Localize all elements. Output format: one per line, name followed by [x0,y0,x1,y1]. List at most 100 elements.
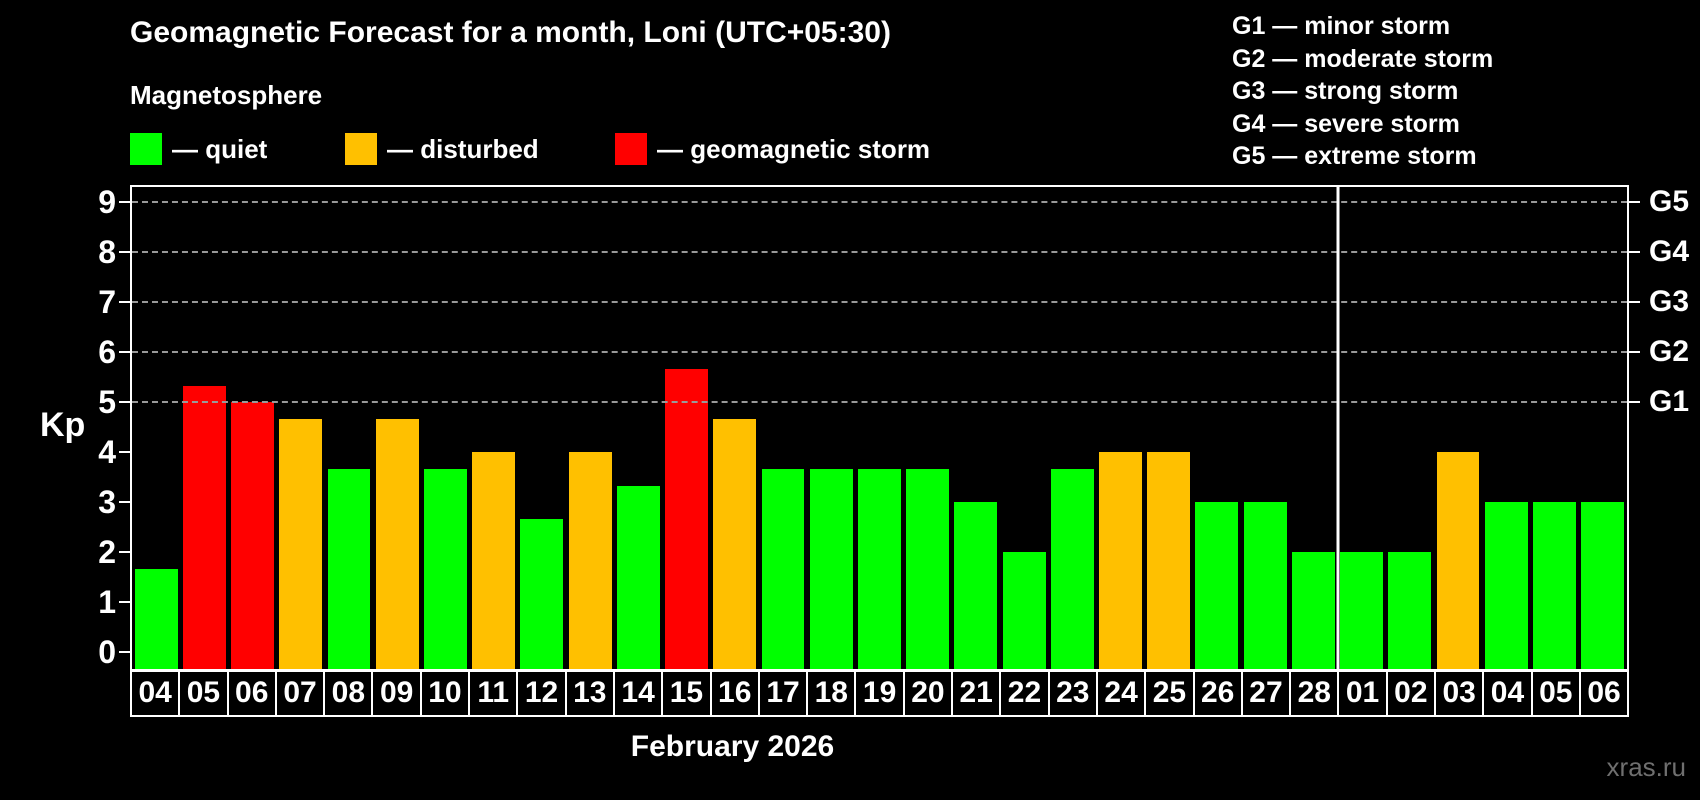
day-label-feb-07: 07 [274,670,323,715]
y-tick-2 [119,551,132,553]
bar-slot-06 [228,187,276,669]
y-tick-5 [119,401,132,403]
kp-bar-21 [954,502,998,669]
day-label-feb-15: 15 [661,670,709,715]
bar-slot-22 [1000,187,1048,669]
bar-slot-28 [1289,187,1337,669]
day-label-feb-06: 06 [226,670,275,715]
kp-bar-22 [1002,552,1046,669]
y-tick-label-5: 5 [98,384,116,420]
kp-bar-04 [134,568,178,669]
kp-bar-06 [231,402,274,669]
right-axis-label-g2: G2 [1649,335,1690,368]
y-axis-title: Kp [40,406,86,444]
y-tick-1 [119,601,132,603]
day-label-mar-02: 02 [1385,670,1434,715]
bar-slot-03 [1434,187,1482,669]
y-tick-label-2: 2 [98,534,116,570]
bar-slot-27 [1241,187,1289,669]
kp-bar-08 [327,468,371,669]
y-tick-3 [119,501,132,503]
bar-slot-16 [711,187,759,669]
bar-slot-05 [1530,187,1578,669]
bars-container [132,187,1627,669]
kp-bar-06 [1581,502,1625,669]
bar-slot-05 [180,187,228,669]
y-tick-label-3: 3 [98,484,116,520]
day-label-feb-09: 09 [371,670,419,715]
kp-bar-17 [761,468,805,669]
day-label-feb-25: 25 [1144,670,1192,715]
gridline-g1 [132,401,1627,403]
bar-slot-01 [1337,187,1385,669]
plot-area: G1 G2 G3 G4 G5 0 1 2 3 4 5 6 7 8 9 [98,184,1689,672]
watermark: xras.ru [1606,752,1686,782]
kp-bar-15 [665,368,708,669]
bar-slot-12 [518,187,566,669]
bar-slot-10 [421,187,469,669]
y-tick-6 [119,351,132,353]
right-tick-g4 [1627,251,1640,253]
kp-bar-12 [520,518,564,669]
day-label-feb-21: 21 [951,670,999,715]
g4-legend-line: G4 — severe storm [1232,109,1460,138]
day-label-feb-27: 27 [1240,670,1289,715]
bar-slot-14 [614,187,662,669]
kp-bar-18 [809,468,853,669]
kp-bar-26 [1195,502,1239,669]
legend-item-disturbed: — disturbed [345,133,539,165]
day-label-mar-04: 04 [1482,670,1530,715]
g5-legend-line: G5 — extreme storm [1232,142,1477,170]
right-tick-g3 [1627,301,1640,303]
day-label-feb-28: 28 [1289,670,1337,715]
kp-bar-11 [472,452,516,669]
kp-bar-09 [375,418,419,669]
y-tick-label-9: 9 [98,184,116,220]
magnetosphere-subtitle: Magnetosphere [130,80,323,110]
kp-bar-20 [906,468,950,669]
kp-bar-24 [1099,452,1142,669]
right-axis-label-g3: G3 [1649,285,1690,318]
day-label-feb-23: 23 [1047,670,1096,715]
kp-bar-16 [713,418,757,669]
kp-bar-27 [1243,502,1287,669]
day-label-feb-04: 04 [138,675,172,709]
kp-bar-14 [616,485,660,669]
kp-bar-25 [1147,452,1191,669]
kp-bar-05 [1533,502,1576,669]
bar-slot-11 [470,187,518,669]
bar-slot-18 [807,187,855,669]
bar-slot-13 [566,187,614,669]
month-separator-line [1336,187,1340,669]
kp-bar-28 [1291,552,1335,669]
y-tick-0 [119,651,132,653]
bar-slot-08 [325,187,373,669]
day-label-feb-10: 10 [419,670,468,715]
storm-color-swatch [615,133,647,165]
gridline-g2 [132,351,1627,353]
right-axis-label-g5: G5 [1649,185,1690,218]
bar-slot-15 [662,187,710,669]
kp-bar-13 [568,452,612,669]
day-label-mar-01: 01 [1337,670,1385,715]
y-tick-9 [119,201,132,203]
day-label-feb-08: 08 [323,670,371,715]
bar-slot-23 [1048,187,1096,669]
day-label-mar-06: 06 [1578,670,1627,715]
legend-label-storm: — geomagnetic storm [657,134,931,164]
day-label-feb-05: 05 [178,670,226,715]
bar-slot-19 [855,187,903,669]
g2-legend-line: G2 — moderate storm [1232,44,1494,73]
g-scale-legend: G1 — minor storm G2 — moderate storm G3 … [1232,10,1493,173]
kp-bar-23 [1050,468,1094,669]
kp-bar-03 [1436,452,1480,669]
day-label-feb-26: 26 [1192,670,1241,715]
y-tick-label-6: 6 [98,334,116,370]
day-label-feb-20: 20 [902,670,951,715]
y-tick-4 [119,451,132,453]
gridline-g5 [132,201,1627,203]
day-label-feb-22: 22 [999,670,1047,715]
x-axis-day-labels: 04 05 06 07 08 09 10 11 12 13 14 15 16 17 18 19 20 21 22 23… [130,670,1629,717]
day-label-feb-12: 12 [516,670,564,715]
kp-bar-02 [1388,552,1432,669]
